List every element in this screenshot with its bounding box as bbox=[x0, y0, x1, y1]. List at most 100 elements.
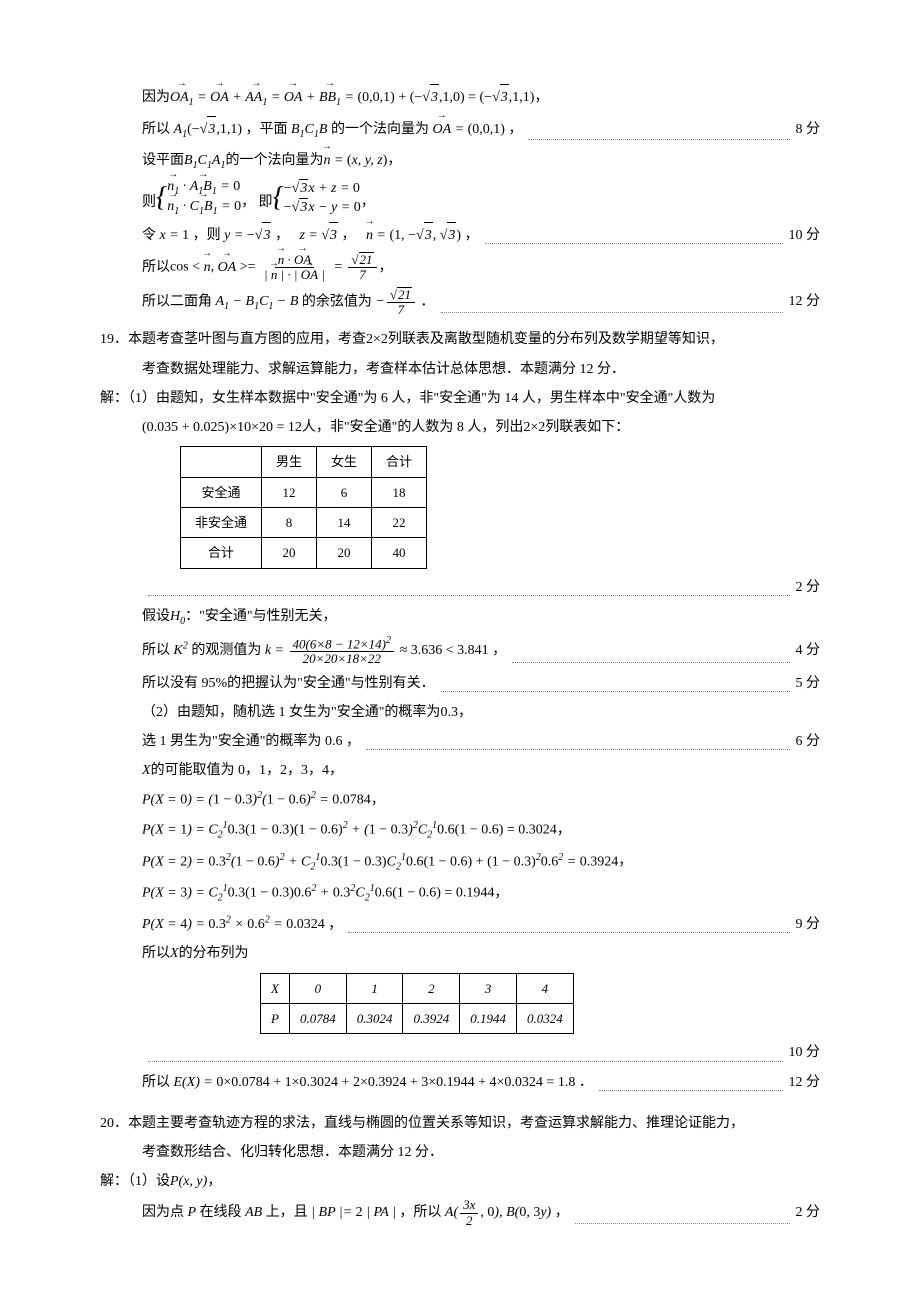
score: 2 分 bbox=[796, 1200, 821, 1225]
text: 所以 bbox=[142, 255, 170, 280]
math-expr: P(X = 3) = C210.3(1 − 0.3)0.62 + 0.32C21… bbox=[142, 880, 494, 907]
score: 6 分 bbox=[796, 729, 821, 754]
math-expr: E(X) = 0×0.0784 + 1×0.3024 + 2×0.3924 + … bbox=[174, 1075, 576, 1090]
text: ． bbox=[579, 1075, 593, 1090]
text: 所以没有 95%的把握认为"安全通"与性别有关． bbox=[142, 671, 435, 696]
text: ， bbox=[508, 122, 522, 137]
table-cell: 非安全通 bbox=[181, 507, 262, 537]
math-expr: P(x, y) bbox=[170, 1169, 207, 1194]
math-expr: −217 bbox=[375, 294, 417, 309]
table-cell: 0.1944 bbox=[460, 1003, 517, 1033]
question-intro: 19．本题考查茎叶图与直方图的应用，考查 2×2 列联表及离散型随机变量的分布列… bbox=[100, 327, 820, 352]
text: ， bbox=[342, 228, 356, 243]
text: ． bbox=[421, 294, 435, 309]
text: 的一个法向量为 bbox=[225, 148, 323, 173]
math-expr: B1C1B bbox=[291, 122, 327, 137]
math-line: P(X = 1) = C210.3(1 − 0.3)(1 − 0.6)2 + (… bbox=[100, 817, 820, 844]
text: 的一个法向量为 bbox=[331, 122, 429, 137]
leader-dots bbox=[366, 749, 790, 750]
table-cell: 0 bbox=[289, 973, 346, 1003]
system-eq: { n1 · A1B1 = 0 n1 · C1B1 = 0 bbox=[156, 178, 241, 218]
table-cell: 女生 bbox=[317, 447, 372, 477]
text: ， bbox=[275, 228, 289, 243]
text-line: 考查数据处理能力、求解运算能力，考查样本估计总体思想．本题满分 12 分． bbox=[100, 357, 820, 382]
text: 所以 bbox=[142, 1075, 170, 1090]
math-expr: cos < n, OA >= n · OA| n | · | OA | = 21… bbox=[170, 252, 379, 283]
math-line: 则 { n1 · A1B1 = 0 n1 · C1B1 = 0 ， 即 { −3… bbox=[100, 178, 820, 218]
text: 解：（1）由题知，女生样本数据中"安全通"为 6 人，非"安全通"为 14 人，… bbox=[100, 386, 715, 411]
table-cell: 合计 bbox=[372, 447, 427, 477]
text: ， bbox=[557, 818, 571, 843]
score-line: 10 分 bbox=[100, 1040, 820, 1065]
text: 则 bbox=[142, 190, 156, 215]
math-line: 因为 OA1 = OA + AA1 = OA + BB1 = (0,0,1) +… bbox=[100, 84, 820, 112]
leader-dots bbox=[485, 243, 783, 244]
score: 8 分 bbox=[796, 117, 821, 142]
text: 假设 bbox=[142, 604, 170, 629]
table-cell: 男生 bbox=[262, 447, 317, 477]
math-expr: P(X = 0) = (1 − 0.3)2(1 − 0.6)2 = 0.0784 bbox=[142, 787, 371, 813]
math-expr: y = −3 bbox=[224, 228, 271, 243]
table-cell: 0.0324 bbox=[516, 1003, 573, 1033]
text: 所以 bbox=[142, 122, 170, 137]
leader-dots bbox=[148, 1061, 783, 1062]
text-line: 假设 H0 ："安全通"与性别无关， bbox=[100, 604, 820, 631]
score: 10 分 bbox=[789, 1040, 821, 1065]
math-expr: x = 1 bbox=[160, 228, 190, 243]
text: ， bbox=[207, 1169, 221, 1194]
math-expr: A1 − B1C1 − B bbox=[216, 294, 299, 309]
leader-dots bbox=[441, 312, 783, 313]
text: 所以 bbox=[142, 941, 170, 966]
text: 列联表及离散型随机变量的分布列及数学期望等知识， bbox=[388, 327, 724, 352]
text: ， 即 bbox=[241, 190, 273, 215]
text: ， bbox=[465, 228, 479, 243]
solution-line: (0.035 + 0.025)×10×20 = 12 人，非"安全通"的人数为 … bbox=[100, 415, 820, 440]
table-cell: 2 bbox=[403, 973, 460, 1003]
text: ， bbox=[379, 255, 393, 280]
math-line: P(X = 2) = 0.32(1 − 0.6)2 + C210.3(1 − 0… bbox=[100, 849, 820, 876]
text: ："安全通"与性别无关， bbox=[185, 604, 336, 629]
text: 的余弦值为 bbox=[302, 294, 372, 309]
math-line: P(X = 3) = C210.3(1 − 0.3)0.62 + 0.32C21… bbox=[100, 880, 820, 907]
math-expr: 0.3 bbox=[440, 700, 458, 725]
leader-dots bbox=[575, 1223, 790, 1224]
text: ， bbox=[534, 85, 548, 110]
table-cell: 6 bbox=[317, 477, 372, 507]
math-expr: OA = (0,0,1) bbox=[432, 122, 504, 137]
math-expr: K2 bbox=[174, 643, 188, 658]
text-line: 考查数形结合、化归转化思想．本题满分 12 分． bbox=[100, 1140, 820, 1165]
text-line: 选 1 男生为"安全通"的概率为 0.6 ， 6 分 bbox=[100, 729, 820, 754]
text: 20．本题主要考查轨迹方程的求法，直线与椭圆的位置关系等知识，考查运算求解能力、… bbox=[100, 1111, 744, 1136]
math-line: 所以 K2 的观测值为 k = 40(6×8 − 12×14)220×20×18… bbox=[100, 635, 820, 667]
math-expr: 0.6 bbox=[325, 734, 343, 749]
text: 上，且 bbox=[266, 1205, 308, 1220]
math-expr: OA1 = OA + AA1 = OA + BB1 = (0,0,1) + (−… bbox=[170, 84, 534, 112]
text: 的可能取值为 0，1，2，3，4， bbox=[151, 758, 344, 783]
text: 的观测值为 bbox=[191, 643, 261, 658]
score-line: 2 分 bbox=[100, 575, 820, 600]
table-cell: X bbox=[261, 973, 290, 1003]
text-line: 所以没有 95%的把握认为"安全通"与性别有关． 5 分 bbox=[100, 671, 820, 696]
text: 因为点 bbox=[142, 1205, 184, 1220]
math-line: 所以 E(X) = 0×0.0784 + 1×0.3024 + 2×0.3924… bbox=[100, 1070, 820, 1095]
leader-dots bbox=[148, 595, 790, 596]
text: 解：（1）设 bbox=[100, 1169, 170, 1194]
math-line: 所以二面角 A1 − B1C1 − B 的余弦值为 −217 ． 12 分 bbox=[100, 287, 820, 318]
text: 所以二面角 bbox=[142, 294, 212, 309]
math-line: P(X = 4) = 0.32 × 0.62 = 0.0324 ， 9 分 bbox=[100, 912, 820, 938]
table-cell: 22 bbox=[372, 507, 427, 537]
table-cell: 合计 bbox=[181, 538, 262, 568]
text: 所以 bbox=[142, 643, 170, 658]
math-expr: n = (x, y, z) bbox=[323, 148, 387, 173]
table-cell: 8 bbox=[262, 507, 317, 537]
math-expr: (0.035 + 0.025)×10×20 = 12 bbox=[142, 415, 302, 440]
math-expr: P(X = 4) = 0.32 × 0.62 = 0.0324 bbox=[142, 917, 325, 932]
math-expr: 2×2 bbox=[366, 327, 388, 352]
table-cell: 0.3924 bbox=[403, 1003, 460, 1033]
table-cell: 0.3024 bbox=[346, 1003, 403, 1033]
math-expr: A1(−3,1,1) bbox=[174, 122, 242, 137]
text: ， bbox=[492, 643, 506, 658]
table-cell: 0.0784 bbox=[289, 1003, 346, 1033]
system-eq: { −3x + z = 0 −3x − y = 0 bbox=[273, 179, 361, 217]
text: 因为 bbox=[142, 85, 170, 110]
